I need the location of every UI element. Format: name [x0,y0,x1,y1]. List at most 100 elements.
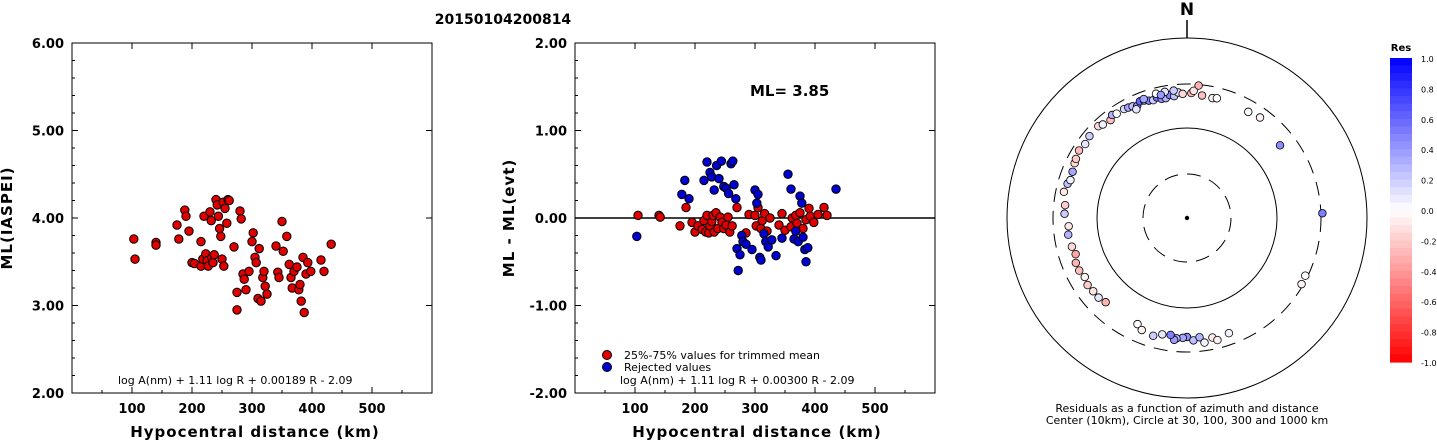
data-point [262,289,272,299]
data-point [196,236,206,247]
colorbar-segment [1390,111,1412,120]
colorbar-segment [1390,324,1412,333]
data-point [831,184,841,194]
data-point [735,250,745,260]
figure-title: 20150104200814 [435,12,572,28]
data-point [208,257,218,268]
data-point [295,279,305,290]
colorbar-segment [1390,179,1412,188]
data-point [319,266,329,277]
chart1-ticks: 100 200 300 400 500 2.00 3.00 4.00 5.00 6.00 [32,37,432,417]
colorbar-segment [1390,308,1412,317]
colorbar-segment [1390,286,1412,295]
ring-300km [1052,83,1322,353]
polar-caption-line2: Center (10km), Circle at 30, 100, 300 an… [1046,414,1328,427]
data-point [213,211,224,221]
data-point [205,207,215,217]
residual-point [1195,333,1204,342]
residual-point [1064,230,1073,239]
data-point [786,184,796,194]
residual-vs-distance-chart: 100 200 300 400 500 -2.00 -1.00 0.00 1.00 2.00 ML… [500,37,936,441]
data-point [723,212,733,222]
data-point [316,255,326,265]
polar-caption-line1: Residuals as a function of azimuth and d… [1055,402,1318,415]
residual-point [1081,139,1090,149]
colorbar-label: -1.0 [1421,359,1437,368]
colorbar-segment [1390,210,1412,219]
colorbar-segment [1390,80,1412,89]
data-point [750,210,760,221]
residual-point [1101,298,1110,307]
data-point [214,223,225,234]
colorbar-segment [1390,301,1412,310]
residual-point [1169,86,1178,95]
colorbar-segment [1390,134,1412,143]
residual-point [1137,325,1146,335]
north-label: N [1180,0,1194,20]
data-point [783,169,793,179]
data-point [244,266,254,277]
residual-point [1301,271,1310,280]
data-point [702,157,712,167]
data-point [765,213,775,223]
y-tick-label: 2.00 [535,37,567,52]
colorbar-segment [1390,58,1412,67]
data-point [801,257,811,267]
colorbar-segment [1390,278,1412,287]
residual-point [1197,91,1207,100]
colorbar-segment [1390,172,1412,181]
data-point [797,198,807,208]
data-point [220,203,230,214]
colorbar-segment [1390,346,1412,355]
colorbar-label: -0.6 [1421,298,1437,307]
data-point [219,261,229,271]
chart2-y-axis-label: ML - ML(evt) [500,159,518,277]
colorbar-segment [1390,248,1412,257]
x-tick-label: 400 [801,402,828,417]
data-point [181,211,191,221]
residual-point [1149,331,1158,341]
residual-point [1094,293,1103,302]
data-point [241,285,251,295]
chart1-formula: log A(nm) + 1.11 log R + 0.00189 R - 2.0… [118,374,352,387]
data-point [184,226,194,236]
residual-point [1071,249,1080,259]
colorbar-segment [1390,96,1412,105]
chart2-ticks: 100 200 300 400 500 -2.00 -1.00 0.00 1.00 2.00 [530,37,935,417]
data-point [747,244,757,255]
data-point [296,296,306,306]
data-point [299,307,309,318]
chart1-y-axis-label: ML(IASPEI) [0,166,16,269]
data-point [777,208,787,219]
residual-point [1158,330,1167,339]
data-point [282,231,292,242]
data-point [791,226,801,236]
data-point [172,220,182,230]
x-tick-label: 500 [358,402,385,417]
data-point [728,156,738,166]
chart1-points [129,194,336,318]
legend-label-rejected: Rejected values [624,361,711,374]
data-point [716,156,727,166]
x-tick-label: 500 [861,402,888,417]
y-tick-label: 1.00 [535,125,567,140]
data-point [236,214,246,224]
data-point [259,266,269,277]
data-point [251,257,261,268]
data-point [822,210,832,221]
colorbar-segment [1390,103,1412,112]
data-point [777,233,787,243]
colorbar-segment [1390,126,1412,135]
residual-point [1071,154,1081,164]
data-point [774,220,784,230]
data-point [759,229,769,239]
residual-point [1112,109,1121,118]
ring-1000km [1006,37,1368,399]
data-point [819,202,829,213]
y-tick-label: 2.00 [32,387,64,402]
chart2-legend: 25%-75% values for trimmed mean Rejected… [602,349,820,374]
colorbar-labels: 1.0 0.8 0.6 0.4 0.2 0.0 -0.2 -0.4 -0.6 -0.8 -1.0 [1421,55,1437,368]
y-tick-label: 4.00 [32,212,64,227]
colorbar-segment [1390,194,1412,203]
